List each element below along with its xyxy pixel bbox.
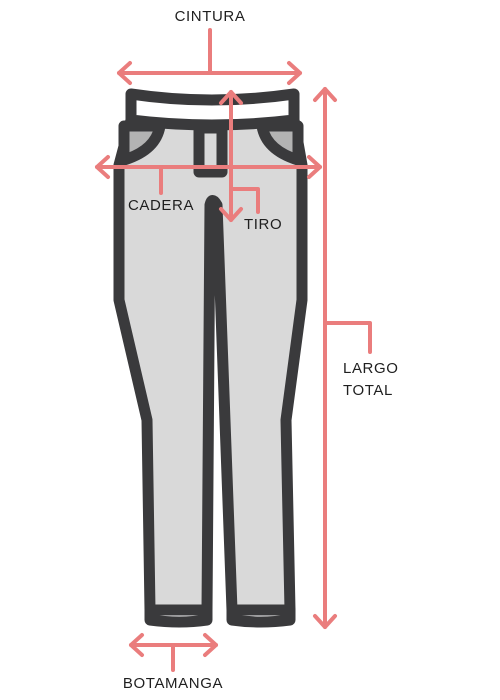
- largo-total-label-line1: LARGO: [343, 360, 399, 377]
- right-cuff: [226, 604, 296, 628]
- largo-total-label-line2: TOTAL: [343, 382, 393, 399]
- largo-total-measure: [313, 87, 372, 629]
- left-pocket: [118, 120, 166, 166]
- tiro-measure: [219, 90, 260, 222]
- waistband: [125, 88, 300, 131]
- botamanga-label: BOTAMANGA: [122, 675, 224, 692]
- cadera-measure: [95, 155, 322, 195]
- cadera-label: CADERA: [127, 197, 195, 214]
- left-cuff: [144, 604, 213, 628]
- measurement-lines: [95, 28, 372, 672]
- fly-placket: [193, 122, 228, 178]
- right-pocket: [256, 120, 304, 166]
- botamanga-measure: [129, 633, 218, 672]
- cintura-label: CINTURA: [174, 8, 246, 25]
- tiro-label: TIRO: [244, 216, 283, 233]
- jeans-icon: [113, 88, 308, 628]
- largo-total-label: LARGO TOTAL: [343, 358, 399, 402]
- jeans-body: [113, 114, 308, 616]
- cintura-measure: [117, 28, 302, 85]
